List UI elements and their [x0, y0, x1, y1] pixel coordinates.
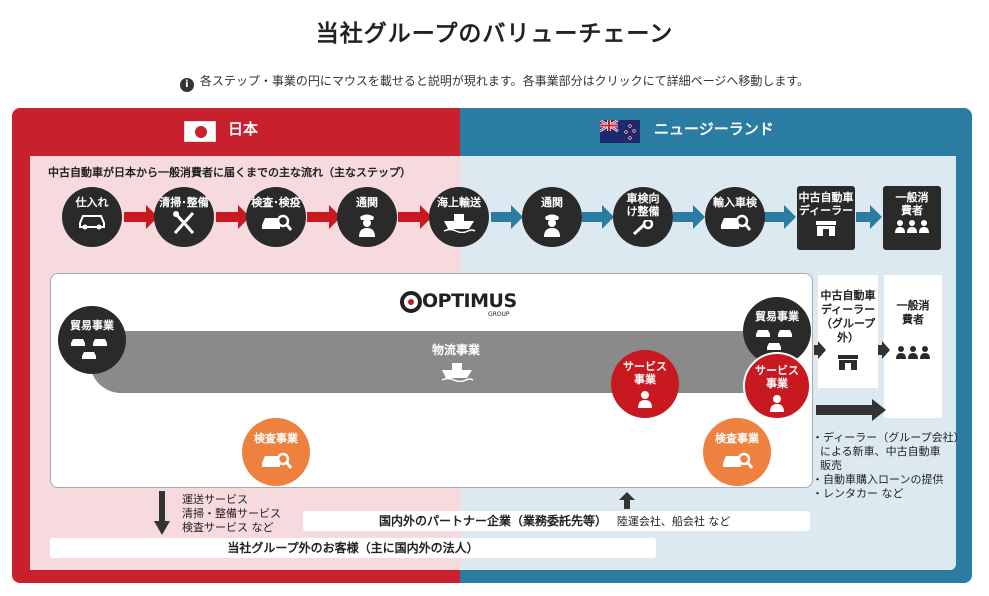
car-search-icon [723, 452, 753, 469]
optimus-logo[interactable]: OPTIMUS GROUP [400, 290, 520, 318]
arrow-blue-2-icon [582, 205, 614, 229]
ship-icon [441, 363, 474, 382]
nz-service-line: による新車、中古自動車 [820, 445, 941, 458]
nz-service-line: ・自動車購入ローンの提供 [812, 473, 944, 486]
consumer-box[interactable]: 一般消費者 [884, 275, 942, 418]
person-icon [770, 395, 784, 412]
arrow-blue-1-icon [491, 205, 523, 229]
cars-icon [756, 330, 792, 350]
trade-business-jp[interactable]: 貿易事業 [58, 306, 126, 374]
optimus-logo-sub: GROUP [488, 311, 510, 318]
arrow-red-1-icon [124, 205, 158, 229]
consumer-label: 一般消費者 [896, 299, 930, 326]
up-arrow-icon [619, 492, 635, 509]
shop-icon [816, 221, 836, 236]
service-business-jp[interactable]: サービス事業 [611, 350, 679, 418]
inspection-business-label: 検査事業 [254, 432, 298, 445]
japan-label: 日本 [228, 120, 259, 138]
officer-icon [544, 214, 560, 237]
step-sea-transport[interactable]: 海上輸送 [429, 187, 489, 247]
arrow-red-2-icon [216, 205, 250, 229]
people-icon [895, 220, 929, 233]
nz-services-list: ・ディーラー（グループ会社） による新車、中古自動車 販売 ・自動車購入ローンの… [812, 431, 965, 501]
step-label: 検査･検疫 [251, 196, 301, 209]
service-business-label: サービス事業 [755, 364, 799, 390]
car-search-icon [262, 214, 292, 231]
jp-services-list: 運送サービス 清掃・整備サービス 検査サービス など [182, 493, 281, 535]
car-icon [79, 215, 105, 230]
customers-bar[interactable]: 当社グループ外のお客様（主に国内外の法人） [50, 538, 656, 558]
inspection-business-nz[interactable]: 検査事業 [703, 418, 771, 486]
people-icon [896, 346, 930, 359]
step-label: 中古自動車ディーラー [798, 191, 854, 217]
jp-service-line: 検査サービス など [182, 521, 274, 534]
jp-service-line: 運送サービス [182, 493, 248, 506]
partners-bar[interactable]: 国内外のパートナー企業（業務委託先等） 陸運会社、船会社 など [303, 511, 810, 531]
service-business-label: サービス事業 [623, 360, 667, 386]
optimus-logo-text: OPTIMUS [422, 290, 517, 312]
arrow-red-4-icon [398, 205, 432, 229]
arrow-blue-5-icon [856, 205, 882, 229]
down-arrow-icon [154, 491, 170, 535]
new-zealand-label: ニュージーランド [654, 120, 774, 138]
trade-business-label: 貿易事業 [755, 310, 799, 323]
page-title: 当社グループのバリューチェーン [315, 21, 674, 47]
logistics-label: 物流事業 [432, 343, 481, 357]
step-label: 清掃･整備 [159, 196, 209, 209]
step-label: 車検向け整備 [626, 192, 660, 218]
dealer-outside-group-label: 中古自動車ディーラー（グループ外） [820, 289, 876, 344]
step-label: 海上輸送 [437, 196, 481, 209]
step-label: 一般消費者 [895, 191, 929, 217]
jp-service-line: 清掃・整備サービス [182, 507, 281, 520]
arrow-to-dealer-icon [814, 341, 826, 359]
cars-icon [71, 339, 107, 359]
arrow-red-3-icon [307, 205, 341, 229]
step-label: 輸入車検 [713, 196, 757, 209]
service-business-nz[interactable]: サービス事業 [743, 352, 811, 420]
step-label: 通関 [356, 196, 378, 209]
right-arrows [814, 341, 890, 421]
step-label: 仕入れ [75, 196, 109, 209]
info-text: 各ステップ・事業の円にマウスを載せると説明が現れます。各事業部分はクリックにて詳… [199, 74, 810, 88]
new-zealand-flag-icon [600, 120, 640, 143]
step-inspection[interactable]: 検査･検疫 [246, 187, 306, 247]
shop-icon [838, 355, 858, 370]
car-search-icon [721, 214, 751, 231]
step-purchase[interactable]: 仕入れ [62, 187, 122, 247]
arrow-group-to-consumer-icon [816, 399, 886, 421]
person-icon [638, 391, 652, 408]
step-customs-nz[interactable]: 通関 [522, 187, 582, 247]
trade-business-label: 貿易事業 [70, 319, 114, 332]
nz-service-line: 販売 [820, 459, 842, 472]
nz-service-line: ・ディーラー（グループ会社） [812, 431, 965, 444]
step-cleaning[interactable]: 清掃･整備 [154, 187, 214, 247]
arrow-to-consumer-icon [878, 341, 890, 359]
inspection-business-label: 検査事業 [715, 432, 759, 445]
step-consumer[interactable]: 一般消費者 [883, 186, 941, 250]
step-import-inspection[interactable]: 輸入車検 [705, 187, 765, 247]
nz-service-line: ・レンタカー など [812, 487, 904, 500]
japan-flag-icon [184, 121, 216, 142]
step-used-car-dealer[interactable]: 中古自動車ディーラー [797, 186, 855, 250]
info-icon: i [179, 78, 194, 92]
officer-icon [359, 214, 375, 237]
arrow-blue-3-icon [673, 205, 705, 229]
car-search-icon [262, 452, 292, 469]
partners-examples: 陸運会社、船会社 など [616, 515, 731, 528]
step-label: 通関 [541, 196, 563, 209]
optimus-logo-mark-icon [400, 291, 422, 313]
flow-title: 中古自動車が日本から一般消費者に届くまでの主な流れ（主なステップ） [48, 166, 411, 179]
tools-icon [173, 211, 195, 235]
inspection-business-jp[interactable]: 検査事業 [242, 418, 310, 486]
wrench-icon [632, 220, 654, 236]
dealer-outside-group-box[interactable]: 中古自動車ディーラー（グループ外） [818, 275, 878, 388]
step-pre-inspection-maintenance[interactable]: 車検向け整備 [613, 187, 673, 247]
info-line: i 各ステップ・事業の円にマウスを載せると説明が現れます。各事業部分はクリックにて… [0, 72, 989, 92]
step-customs-jp[interactable]: 通関 [337, 187, 397, 247]
arrow-blue-4-icon [764, 205, 796, 229]
partners-label: 国内外のパートナー企業（業務委託先等） [379, 514, 608, 528]
step-arrows [124, 205, 882, 229]
ship-icon [443, 214, 476, 233]
